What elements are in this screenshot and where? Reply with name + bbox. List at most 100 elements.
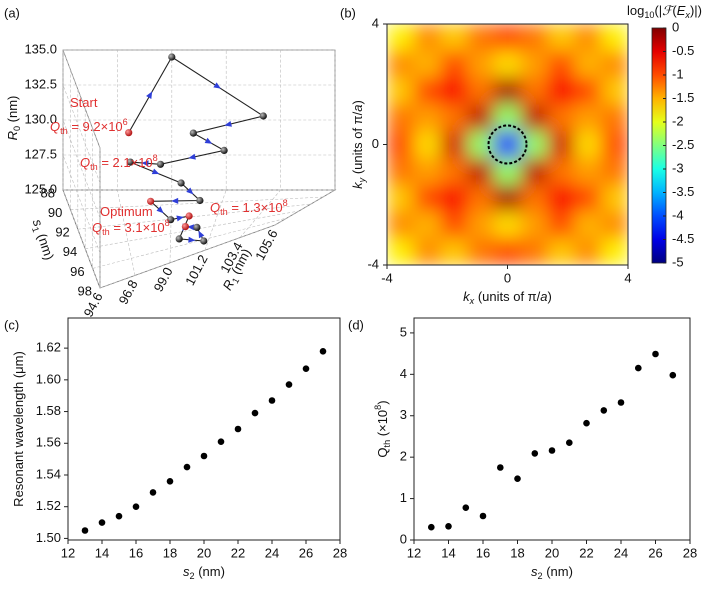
x-tick-label: 22 — [231, 545, 245, 560]
x-tick-label: 20 — [197, 545, 211, 560]
point — [81, 527, 89, 534]
text-part: (nm) — [5, 96, 20, 126]
point — [285, 381, 293, 388]
heat-cell — [520, 77, 549, 105]
direction-arrow — [176, 215, 184, 222]
heatmap-clip — [387, 24, 628, 265]
y-tick-label: 1 — [400, 490, 407, 505]
colorbar-tick-label: -1 — [672, 66, 684, 81]
heat-cell — [574, 157, 602, 186]
x-axis-label: s2 (nm) — [531, 564, 573, 581]
heat-cell — [494, 24, 522, 52]
heat-cell — [547, 50, 575, 79]
y-tick-label: 2 — [400, 449, 407, 464]
y-axis-label: ky (units of π/a) — [350, 100, 367, 189]
x-tick-label: 24 — [265, 545, 279, 560]
grid-line — [62, 119, 335, 219]
x-tick-label: 28 — [683, 545, 697, 560]
point — [669, 371, 677, 379]
heat-cell — [494, 104, 522, 132]
grid-line — [239, 50, 281, 238]
point — [220, 146, 228, 154]
point — [234, 425, 242, 433]
x-tick-label: 18 — [163, 545, 177, 560]
heat-cell — [574, 131, 602, 159]
point — [126, 158, 134, 166]
direction-arrow — [188, 153, 196, 160]
y-tick-label: 4 — [372, 15, 379, 30]
heat-cell — [387, 131, 415, 159]
point — [445, 523, 452, 530]
y-tick-label: 94 — [63, 244, 77, 259]
text-part: ) — [375, 400, 390, 404]
heat-cell — [413, 24, 442, 52]
z-tick-label: 125.0 — [24, 181, 57, 196]
y-tick-label: 5 — [400, 324, 407, 339]
heat-cell — [547, 24, 575, 52]
annotation: Qth = 3.1×108 — [92, 218, 170, 237]
colorbar-tick-label: -4.5 — [672, 231, 694, 246]
x-tick-label: 28 — [333, 545, 347, 560]
y-tick-label: 1.56 — [36, 435, 61, 450]
x-tick-label: 24 — [614, 545, 628, 560]
colorbar-tick-label: 0 — [672, 19, 679, 34]
point — [147, 197, 155, 205]
x-tick-label: -4 — [381, 270, 393, 285]
point — [168, 53, 176, 61]
heat-cell — [494, 50, 522, 79]
y-tick-label: 3 — [400, 407, 407, 422]
heat-cell — [467, 50, 495, 79]
heat-cell — [601, 131, 628, 159]
heat-cell — [387, 50, 415, 79]
y-tick-label: 4 — [400, 366, 407, 381]
heat-cell — [413, 50, 442, 79]
heat-cell — [520, 50, 549, 79]
region-outline — [487, 124, 528, 165]
y-axis-label: Qth (×108) — [373, 400, 392, 457]
text-part: Q — [375, 447, 390, 457]
x-tick-label: 22 — [579, 545, 593, 560]
text-part: 8 — [165, 218, 170, 228]
y-tick-label: -4 — [367, 256, 379, 271]
x-tick-label: 14 — [441, 545, 455, 560]
text-part: Q — [80, 155, 90, 170]
heat-cell — [413, 184, 442, 212]
z-tick-label: 127.5 — [24, 146, 57, 161]
point — [200, 237, 208, 245]
heat-cell — [440, 184, 468, 212]
heat-cell — [440, 157, 468, 186]
heat-cell — [467, 184, 495, 212]
heat-cell — [467, 131, 495, 159]
y-tick-label: 0 — [400, 531, 407, 546]
heat-cell — [494, 184, 522, 212]
text-part: k — [463, 289, 471, 304]
heat-cell — [387, 211, 415, 239]
heat-cell — [520, 157, 549, 186]
heat-cell — [547, 184, 575, 212]
text-part: (units of π/ — [474, 289, 540, 304]
x-tick-label: 12 — [407, 545, 421, 560]
heat-cell — [601, 50, 628, 79]
point — [217, 438, 225, 446]
heat-cell — [467, 24, 495, 52]
text-part: s — [531, 564, 538, 579]
text-part: R — [5, 131, 20, 140]
heat-cell — [574, 24, 602, 52]
point — [600, 407, 608, 414]
point — [259, 112, 267, 120]
grid-line — [62, 84, 335, 184]
y-tick-label: 0 — [372, 136, 379, 151]
point — [302, 365, 310, 373]
heat-cell — [601, 24, 628, 52]
text-part: s — [29, 217, 45, 228]
heat-cell — [413, 104, 442, 132]
text-part: k — [350, 181, 365, 189]
point — [193, 223, 201, 231]
heat-cell — [547, 77, 575, 105]
text-part: E — [677, 3, 686, 18]
text-part: 2 — [190, 571, 195, 581]
text-part: (nm) — [195, 564, 225, 579]
x-tick-label: 105.6 — [252, 227, 281, 263]
text-part: a — [540, 289, 547, 304]
x-tick-label: 96.8 — [116, 277, 141, 306]
